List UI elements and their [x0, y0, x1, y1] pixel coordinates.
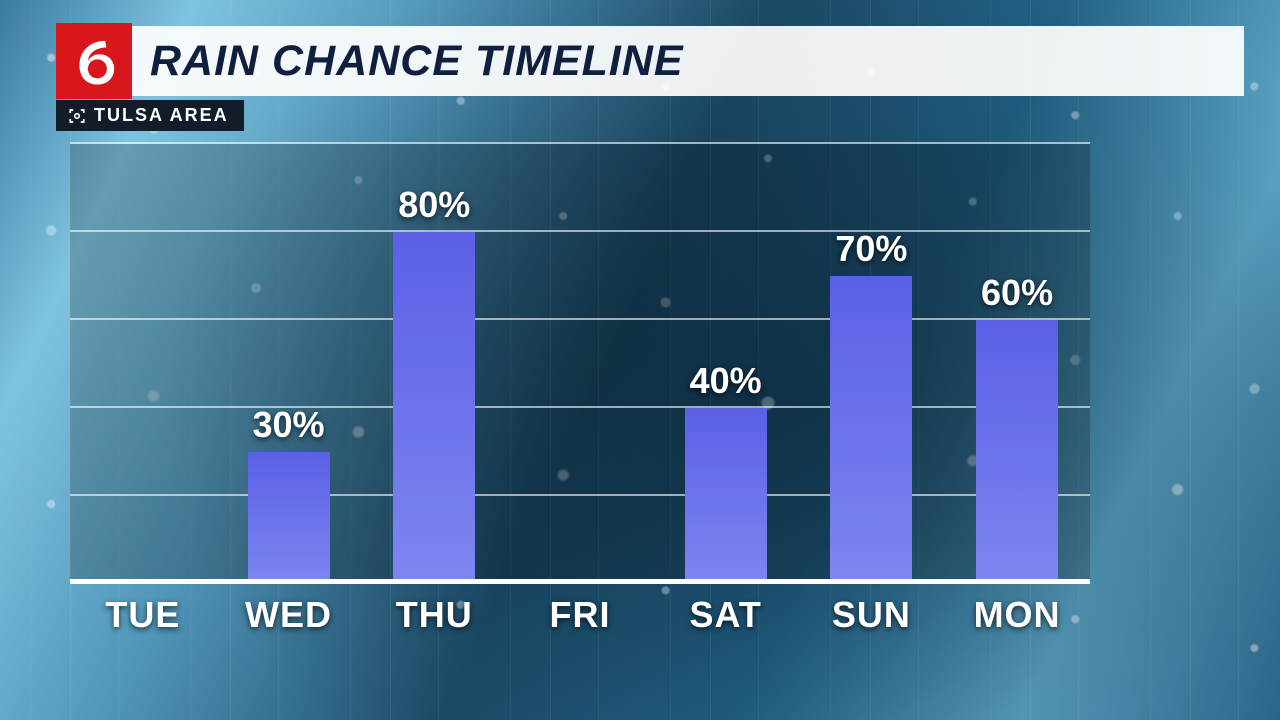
x-axis-label: THU: [361, 594, 507, 636]
x-axis-label: FRI: [507, 594, 653, 636]
x-axis-label: SUN: [799, 594, 945, 636]
chart-column: 60%: [944, 144, 1090, 584]
location-text: TULSA AREA: [94, 105, 229, 126]
bar: [393, 232, 475, 584]
bar-value-label: 70%: [835, 228, 907, 270]
bar-value-label: 40%: [690, 360, 762, 402]
x-axis-label: MON: [944, 594, 1090, 636]
plot-area: 30% 80% 40% 70% 60%: [70, 144, 1090, 584]
bar-value-label: 30%: [253, 404, 325, 446]
location-badge: TULSA AREA: [56, 100, 244, 131]
chart-column: 40%: [653, 144, 799, 584]
chart-column: 80%: [361, 144, 507, 584]
bar: [685, 408, 767, 584]
bar: [976, 320, 1058, 584]
chart-column: 30%: [216, 144, 362, 584]
chart-column: 70%: [799, 144, 945, 584]
chart-title: RAIN CHANCE TIMELINE: [150, 37, 684, 86]
bar-value-label: 80%: [398, 184, 470, 226]
x-axis-labels: TUEWEDTHUFRISATSUNMON: [70, 594, 1090, 636]
x-axis-line: [70, 579, 1090, 584]
chart-column: [70, 144, 216, 584]
bar-value-label: 60%: [981, 272, 1053, 314]
bar: [248, 452, 330, 584]
x-axis-label: TUE: [70, 594, 216, 636]
bar: [830, 276, 912, 584]
x-axis-label: SAT: [653, 594, 799, 636]
title-bar: RAIN CHANCE TIMELINE: [56, 26, 1244, 96]
station-logo: [56, 23, 132, 99]
rain-chance-chart: 30% 80% 40% 70% 60% TUEWEDTHUFRISATSUNMON: [70, 144, 1090, 670]
x-axis-label: WED: [216, 594, 362, 636]
logo-six-icon: [66, 33, 122, 89]
chart-column: [507, 144, 653, 584]
viewfinder-icon: [68, 107, 86, 125]
